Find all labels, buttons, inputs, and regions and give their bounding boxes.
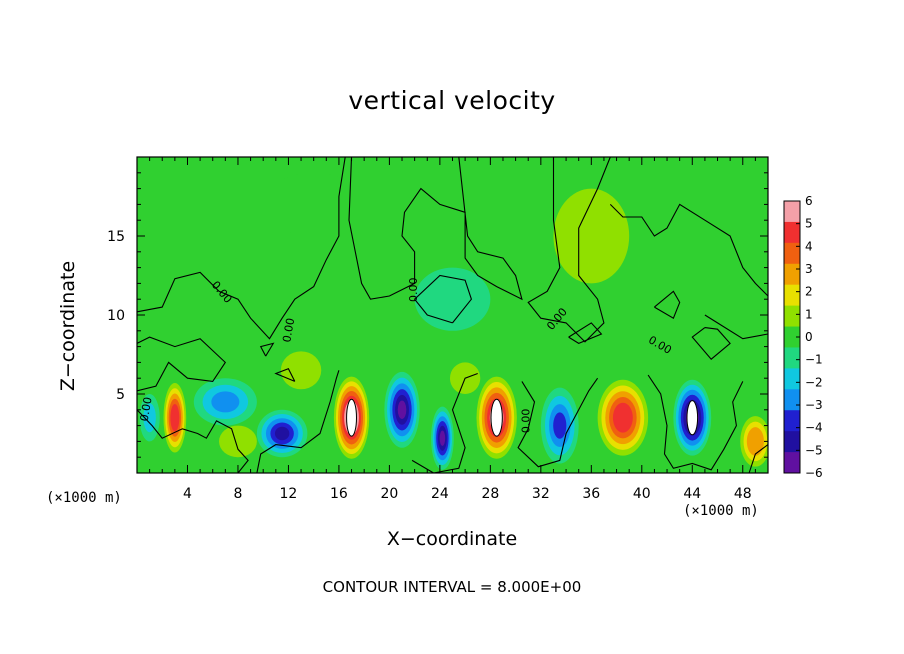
velocity-cell [553, 188, 630, 284]
zero-contour-line [654, 290, 681, 319]
colorbar-label: 4 [805, 239, 813, 253]
colorbar-label: −1 [805, 353, 823, 367]
colorbar-swatch [784, 305, 800, 328]
contour-interval-text: CONTOUR INTERVAL = 8.000E+00 [322, 578, 582, 596]
colorbar-swatch [784, 201, 800, 223]
zero-contour-line [274, 368, 296, 382]
zero-contour-line [691, 327, 731, 360]
y-axis-label: Z−coordinate [57, 260, 79, 392]
y-tick-label: 15 [107, 229, 125, 245]
colorbar-label: −4 [805, 421, 823, 435]
zero-contour-line [256, 370, 340, 473]
chart-title: vertical velocity [348, 86, 556, 115]
colorbar-swatch [784, 389, 800, 411]
colorbar-swatch [784, 263, 800, 286]
x-unit-label-right: (×1000 m) [683, 503, 759, 519]
colorbar-label: −3 [805, 398, 823, 412]
x-tick-label: 32 [532, 486, 550, 502]
zero-contour-line [411, 372, 478, 473]
colorbar-swatch [784, 221, 800, 244]
velocity-cell [333, 376, 370, 459]
velocity-cell [280, 351, 322, 390]
zero-contour-line [137, 336, 227, 392]
contour-line [686, 400, 699, 436]
colorbar-label: 0 [805, 330, 813, 344]
contour-label: 0.00 [407, 277, 420, 302]
colorbar-label: 1 [805, 307, 813, 321]
velocity-cell [673, 379, 712, 456]
zero-contour-line [137, 157, 346, 340]
zero-contour-line [259, 342, 275, 357]
velocity-cell [256, 409, 308, 458]
colorbar-label: −6 [805, 466, 823, 480]
zero-contour-line [137, 409, 249, 473]
colorbar-label: 6 [805, 194, 813, 208]
velocity-cell [431, 406, 454, 470]
y-tick-label: 5 [116, 387, 125, 403]
colorbar-label: 5 [805, 217, 813, 231]
colorbar-label: 2 [805, 285, 813, 299]
x-tick-label: 36 [582, 486, 600, 502]
velocity-cell [597, 379, 649, 456]
x-tick-label: 12 [280, 486, 298, 502]
velocity-cell [263, 172, 365, 236]
zero-contour-line [517, 377, 599, 468]
colorbar-swatch [784, 347, 800, 369]
x-tick-label: 16 [330, 486, 348, 502]
zero-contour-line [413, 274, 473, 324]
velocity-cell [414, 267, 491, 331]
x-tick-label: 24 [431, 486, 449, 502]
x-tick-label: 20 [380, 486, 398, 502]
zero-contour-line [609, 203, 768, 297]
velocity-cell [476, 376, 517, 459]
x-tick-label: 28 [481, 486, 499, 502]
velocity-cell [193, 378, 257, 426]
velocity-cell [384, 371, 420, 448]
velocity-cell [219, 425, 257, 458]
contour-line [346, 398, 357, 437]
colorbar-swatch [784, 452, 800, 474]
x-tick-label: 40 [633, 486, 651, 502]
colorbar-swatch [784, 326, 800, 348]
contour-line [490, 398, 503, 437]
velocity-cell [540, 387, 579, 464]
colorbar-swatch [784, 410, 800, 432]
contour-label: 0.00 [138, 396, 155, 422]
colorbar-swatch [784, 242, 800, 265]
x-tick-label: 48 [734, 486, 752, 502]
x-tick-label: 44 [683, 486, 701, 502]
colorbar-swatch [784, 284, 800, 307]
colorbar-label: 3 [805, 262, 813, 276]
zero-contour-line [647, 374, 744, 471]
contour-label: 0.00 [519, 409, 532, 434]
zero-contour-line [748, 444, 768, 473]
velocity-cell [740, 416, 768, 467]
x-unit-label-left: (×1000 m) [46, 490, 122, 506]
x-tick-label: 8 [233, 486, 242, 502]
zero-contour-line [568, 322, 603, 345]
colorbar-swatch [784, 431, 800, 453]
x-axis-label: X−coordinate [386, 528, 518, 550]
colorbar-label: −2 [805, 375, 823, 389]
y-tick-label: 10 [107, 308, 125, 324]
colorbar-swatch [784, 368, 800, 390]
zero-contour-line [348, 157, 523, 301]
colorbar-label: −5 [805, 443, 823, 457]
contour-label: 0.00 [280, 317, 297, 343]
x-tick-label: 4 [183, 486, 192, 502]
velocity-cell [163, 382, 187, 453]
zero-contour-line [704, 314, 768, 340]
